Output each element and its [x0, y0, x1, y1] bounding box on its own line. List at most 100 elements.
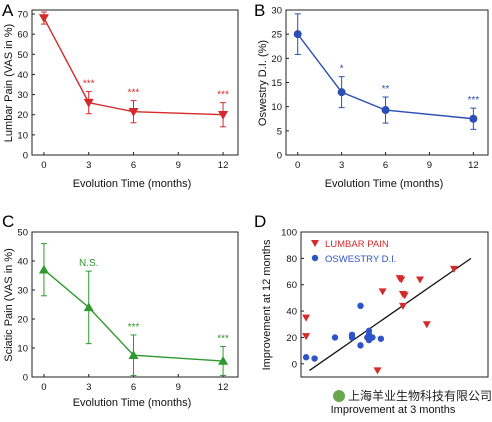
x-tick-label: 6 [383, 160, 388, 171]
y-tick-label: 0 [23, 373, 28, 384]
y-tick-label: 30 [17, 286, 28, 297]
x-axis-label: Evolution Time (months) [325, 178, 444, 190]
significance-label: *** [468, 95, 480, 106]
y-tick-label: 0 [277, 151, 282, 162]
y-tick-label: 40 [17, 257, 28, 268]
y-tick-label: 0 [23, 151, 28, 162]
y-tick-label: 60 [286, 280, 297, 291]
significance-label: * [340, 64, 344, 75]
y-tick-label: 15 [271, 78, 282, 89]
y-tick-label: 70 [17, 10, 28, 21]
y-tick-label: 10 [17, 344, 28, 355]
plot-frame [31, 231, 239, 378]
data-point [357, 342, 364, 349]
data-point [469, 114, 478, 123]
panel-label-b: B [254, 1, 265, 20]
y-tick-label: 10 [271, 102, 282, 113]
data-point [381, 106, 390, 115]
y-axis-label: Lumbar Pain (VAS in %) [3, 24, 15, 142]
oswestry-chart: 0 3 6 9 12 0 5 10 15 20 25 30 Evolution Time (months… [257, 6, 489, 190]
y-axis-label: Oswestry D.I. (%) [257, 40, 269, 126]
data-point [128, 350, 139, 359]
data-point [218, 356, 229, 365]
y-tick-label: 30 [17, 90, 28, 101]
legend-marker [311, 254, 319, 262]
x-tick-label: 12 [218, 160, 229, 171]
regression-line [309, 257, 472, 371]
x-tick-label: 12 [468, 160, 479, 171]
y-tick-label: 20 [17, 110, 28, 121]
y-tick-label: 40 [286, 307, 297, 318]
x-tick-label: 3 [339, 160, 344, 171]
x-axis-label: Evolution Time (months) [73, 178, 192, 190]
significance-label: *** [128, 322, 140, 333]
data-point [83, 98, 94, 108]
data-point [400, 292, 409, 300]
y-tick-label: 30 [271, 6, 282, 17]
x-tick-label: 9 [176, 382, 181, 393]
x-tick-label: 9 [427, 160, 432, 171]
data-point [422, 321, 431, 329]
data-point [399, 302, 407, 310]
x-axis-label: Improvement at 3 months [331, 404, 456, 416]
y-tick-label: 0 [292, 359, 297, 370]
data-point [302, 354, 310, 361]
x-tick-label: 6 [131, 160, 136, 171]
y-tick-label: 20 [271, 54, 282, 65]
plot-frame [285, 9, 489, 156]
panel-label-a: A [2, 1, 14, 20]
watermark: 上海羊业生物科技有限公司 [333, 387, 492, 404]
plot-frame [300, 231, 489, 378]
data-point [450, 265, 458, 273]
y-tick-label: 5 [277, 126, 282, 137]
data-point [38, 14, 49, 24]
data-point [377, 335, 385, 342]
plot-frame [31, 9, 239, 156]
data-point [293, 30, 302, 39]
y-tick-label: 25 [271, 30, 282, 41]
series-line [43, 17, 224, 116]
x-tick-label: 3 [86, 160, 91, 171]
data-point [38, 264, 49, 274]
data-point [218, 110, 229, 120]
significance-label: *** [217, 90, 229, 101]
significance-label: *** [217, 334, 229, 345]
x-tick-label: 0 [41, 160, 46, 171]
data-point [365, 327, 373, 335]
x-tick-label: 6 [131, 382, 136, 393]
y-tick-label: 80 [286, 254, 297, 265]
y-tick-label: 50 [17, 50, 28, 61]
data-point [331, 334, 339, 341]
data-point [357, 302, 364, 310]
x-tick-label: 0 [295, 160, 300, 171]
y-tick-label: 40 [17, 70, 28, 81]
data-point [302, 333, 311, 341]
y-axis-label: Improvement at 12 months [261, 239, 273, 370]
significance-label: *** [128, 88, 140, 99]
legend-label: OSWESTRY D.I. [325, 254, 396, 265]
sciatic-pain-chart: 0 3 6 9 12 0 10 20 30 40 50 Evolution Time (months)… [3, 228, 239, 409]
data-point [378, 288, 387, 296]
y-tick-label: 10 [17, 130, 28, 141]
significance-label: N.S. [79, 258, 98, 269]
y-tick-label: 60 [17, 30, 28, 41]
y-axis-label: Sciatic Pain (VAS in %) [3, 248, 15, 362]
data-point [311, 355, 318, 362]
data-point [348, 331, 356, 339]
y-tick-label: 100 [281, 228, 297, 239]
significance-label: *** [83, 79, 95, 90]
data-point [83, 302, 94, 312]
y-tick-label: 20 [17, 315, 28, 326]
data-point [397, 276, 406, 284]
data-point [373, 367, 382, 375]
panel-label-d: D [254, 212, 266, 231]
data-point [128, 107, 139, 117]
x-tick-label: 12 [218, 382, 229, 393]
x-tick-label: 9 [176, 160, 181, 171]
legend-label: LUMBAR PAIN [325, 239, 389, 250]
legend-marker [311, 240, 319, 247]
y-tick-label: 50 [17, 228, 28, 239]
panel-label-c: C [2, 212, 14, 231]
improvement-scatter-chart: 0 20 40 60 80 100 Improvement at 3 months Impro… [261, 228, 489, 416]
